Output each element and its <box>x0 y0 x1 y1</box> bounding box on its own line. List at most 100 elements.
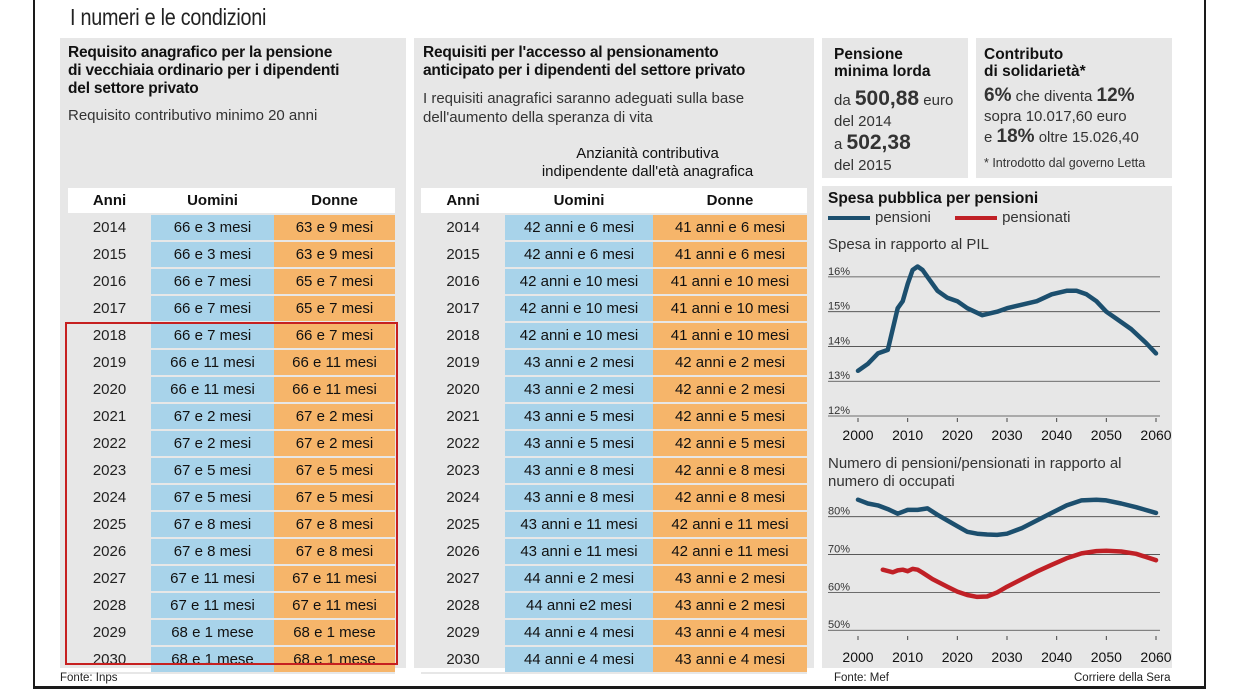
table-row: 2021 67 e 2 mesi 67 e 2 mesi <box>68 404 395 431</box>
year-cell: 2027 <box>421 566 505 593</box>
column-header-anni: Anni <box>68 188 151 215</box>
uomini-cell: 42 anni e 6 mesi <box>505 242 653 269</box>
donne-cell: 67 e 8 mesi <box>274 539 395 566</box>
table-row: 2022 67 e 2 mesi 67 e 2 mesi <box>68 431 395 458</box>
donne-cell: 42 anni e 5 mesi <box>653 431 807 458</box>
year-cell: 2015 <box>421 242 505 269</box>
x-tick-label: 2010 <box>892 649 923 665</box>
contributo-footnote: * Introdotto dal governo Letta <box>984 156 1146 170</box>
contributo-body: 6% che diventa 12% sopra 10.017,60 euro … <box>984 85 1139 147</box>
uomini-cell: 43 anni e 8 mesi <box>505 485 653 512</box>
year-cell: 2019 <box>68 350 151 377</box>
credit-corriere: Corriere della Sera <box>1074 672 1171 684</box>
uomini-cell: 43 anni e 5 mesi <box>505 404 653 431</box>
year-cell: 2020 <box>421 377 505 404</box>
column-header-uomini: Uomini <box>151 188 274 215</box>
year-cell: 2015 <box>68 242 151 269</box>
x-tick-label: 2060 <box>1140 427 1171 443</box>
donne-cell: 42 anni e 2 mesi <box>653 350 807 377</box>
column-header-donne: Donne <box>653 188 807 215</box>
pensione-minima-body: da 500,88 euro del 2014 a 502,38 del 201… <box>834 87 954 174</box>
source-mef: Fonte: Mef <box>834 672 889 684</box>
x-tick-label: 2020 <box>942 649 973 665</box>
chart2-title: Numero di pensioni/pensionati in rapport… <box>828 455 1122 490</box>
year-cell: 2018 <box>421 323 505 350</box>
table-row: 2015 66 e 3 mesi 63 e 9 mesi <box>68 242 395 269</box>
uomini-cell: 68 e 1 mese <box>151 647 274 674</box>
donne-cell: 68 e 1 mese <box>274 620 395 647</box>
table-row: 2023 67 e 5 mesi 67 e 5 mesi <box>68 458 395 485</box>
legend-pensionati: pensionati <box>955 209 1070 226</box>
table-row: 2014 66 e 3 mesi 63 e 9 mesi <box>68 215 395 242</box>
uomini-cell: 66 e 7 mesi <box>151 296 274 323</box>
donne-cell: 66 e 11 mesi <box>274 350 395 377</box>
table-row: 2028 67 e 11 mesi 67 e 11 mesi <box>68 593 395 620</box>
uomini-cell: 66 e 11 mesi <box>151 350 274 377</box>
table-row: 2015 42 anni e 6 mesi 41 anni e 6 mesi <box>421 242 807 269</box>
year-cell: 2016 <box>68 269 151 296</box>
uomini-cell: 43 anni e 11 mesi <box>505 512 653 539</box>
year-cell: 2014 <box>421 215 505 242</box>
pensione-minima-title: Pensione minima lorda <box>834 46 931 80</box>
table-row: 2018 42 anni e 10 mesi 41 anni e 10 mesi <box>421 323 807 350</box>
table-row: 2027 67 e 11 mesi 67 e 11 mesi <box>68 566 395 593</box>
year-cell: 2017 <box>421 296 505 323</box>
year-cell: 2030 <box>421 647 505 674</box>
table-row: 2020 66 e 11 mesi 66 e 11 mesi <box>68 377 395 404</box>
frame-right-border <box>1204 0 1206 689</box>
donne-cell: 68 e 1 mese <box>274 647 395 674</box>
donne-cell: 67 e 5 mesi <box>274 458 395 485</box>
year-cell: 2017 <box>68 296 151 323</box>
panel-spesa <box>822 186 1172 668</box>
y-tick-label: 50% <box>828 619 850 631</box>
table-row: 2016 42 anni e 10 mesi 41 anni e 10 mesi <box>421 269 807 296</box>
year-cell: 2019 <box>421 350 505 377</box>
table-row: 2022 43 anni e 5 mesi 42 anni e 5 mesi <box>421 431 807 458</box>
year-cell: 2016 <box>421 269 505 296</box>
year-cell: 2020 <box>68 377 151 404</box>
series-line-pensioni <box>855 497 1159 538</box>
year-cell: 2022 <box>68 431 151 458</box>
series-line-pensionati <box>880 548 1159 600</box>
y-tick-label: 80% <box>828 506 850 518</box>
panel-anticipato-subtitle: I requisiti anagrafici saranno adeguati … <box>423 90 745 126</box>
year-cell: 2024 <box>421 485 505 512</box>
year-cell: 2025 <box>68 512 151 539</box>
x-tick-label: 2030 <box>991 649 1022 665</box>
donne-cell: 43 anni e 4 mesi <box>653 620 807 647</box>
value-2015: 502,38 <box>846 131 911 154</box>
panel-contributo <box>976 38 1172 178</box>
table-row: 2017 42 anni e 10 mesi 41 anni e 10 mesi <box>421 296 807 323</box>
year-cell: 2029 <box>421 620 505 647</box>
year-cell: 2028 <box>421 593 505 620</box>
x-tick-label: 2060 <box>1140 649 1171 665</box>
year-cell: 2025 <box>421 512 505 539</box>
year-cell: 2030 <box>68 647 151 674</box>
page-title: I numeri e le condizioni <box>70 4 267 30</box>
table-row: 2016 66 e 7 mesi 65 e 7 mesi <box>68 269 395 296</box>
donne-cell: 66 e 7 mesi <box>274 323 395 350</box>
source-inps: Fonte: Inps <box>60 672 118 684</box>
year-cell: 2023 <box>68 458 151 485</box>
frame-left-border <box>33 0 35 689</box>
uomini-cell: 66 e 3 mesi <box>151 215 274 242</box>
y-tick-label: 15% <box>828 301 850 313</box>
uomini-cell: 67 e 8 mesi <box>151 512 274 539</box>
table-row: 2029 44 anni e 4 mesi 43 anni e 4 mesi <box>421 620 807 647</box>
uomini-cell: 42 anni e 10 mesi <box>505 269 653 296</box>
year-cell: 2021 <box>421 404 505 431</box>
donne-cell: 42 anni e 5 mesi <box>653 404 807 431</box>
uomini-cell: 42 anni e 10 mesi <box>505 323 653 350</box>
column-header-anni: Anni <box>421 188 505 215</box>
uomini-cell: 43 anni e 2 mesi <box>505 377 653 404</box>
year-cell: 2018 <box>68 323 151 350</box>
x-tick-label: 2000 <box>842 427 873 443</box>
year-cell: 2021 <box>68 404 151 431</box>
table-row: 2020 43 anni e 2 mesi 42 anni e 2 mesi <box>421 377 807 404</box>
uomini-cell: 67 e 8 mesi <box>151 539 274 566</box>
panel-vecchiaia-subtitle: Requisito contributivo minimo 20 anni <box>68 107 318 124</box>
panel-pensione-minima <box>822 38 968 178</box>
table-row: 2026 67 e 8 mesi 67 e 8 mesi <box>68 539 395 566</box>
y-tick-label: 16% <box>828 266 850 278</box>
panel-anticipato-title: Requisiti per l'accesso al pensionamento… <box>423 44 746 79</box>
